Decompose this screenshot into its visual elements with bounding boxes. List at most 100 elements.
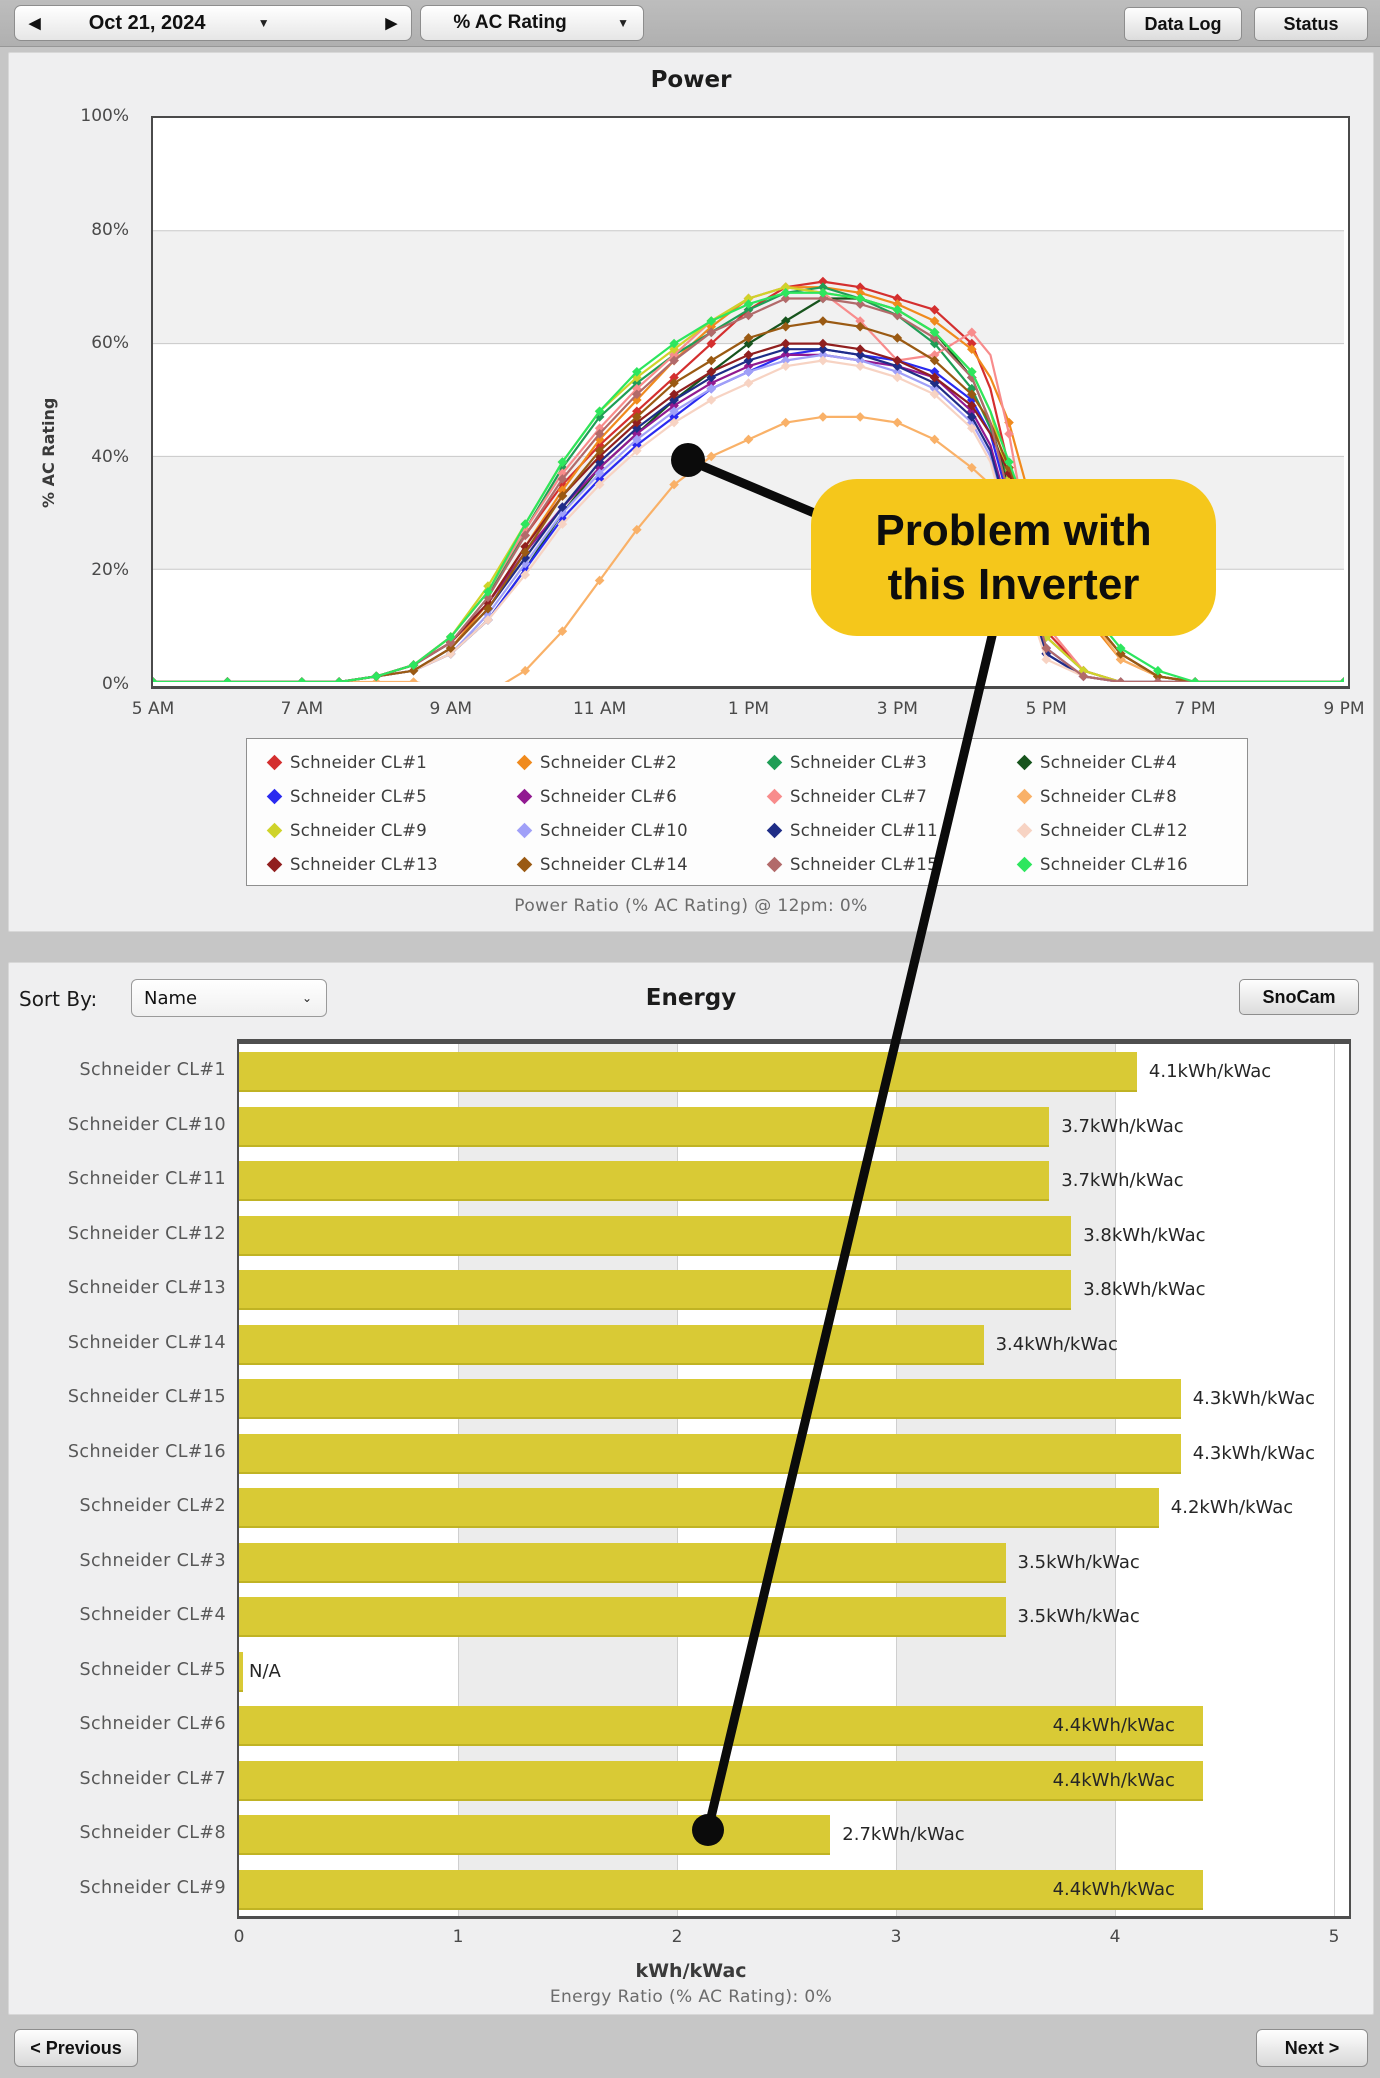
power-y-tick: 60% — [91, 333, 129, 354]
date-navigator: ◀ Oct 21, 2024 ▼ ▶ — [14, 5, 412, 41]
energy-row-label: Schneider CL#6 — [79, 1714, 226, 1734]
energy-x-tick: 0 — [233, 1927, 245, 1947]
energy-chart-panel: Sort By: Name ⌄ Energy SnoCam 4.1kWh/kWa… — [8, 962, 1374, 2015]
legend-item-schneider-cl-7: Schneider CL#7 — [766, 783, 928, 809]
legend-marker-icon — [1016, 822, 1033, 838]
legend-marker-icon — [266, 822, 283, 838]
legend-marker-icon — [766, 856, 783, 872]
power-x-tick: 7 AM — [280, 699, 324, 719]
legend-marker-icon — [266, 754, 283, 770]
energy-bar[interactable] — [239, 1161, 1050, 1201]
legend-item-schneider-cl-9: Schneider CL#9 — [266, 817, 428, 843]
power-x-tick: 9 PM — [1323, 699, 1365, 719]
problem-callout-line2: this Inverter — [887, 559, 1140, 609]
legend-item-schneider-cl-8: Schneider CL#8 — [1016, 783, 1178, 809]
legend-label: Schneider CL#16 — [1040, 854, 1188, 874]
metric-dropdown-caret-icon: ▼ — [617, 16, 629, 30]
sort-by-value: Name — [144, 987, 198, 1009]
legend-marker-icon — [266, 856, 283, 872]
legend-item-schneider-cl-5: Schneider CL#5 — [266, 783, 427, 809]
energy-plot-area: 4.1kWh/kWac 3.7kWh/kWac 3.7kWh/kWac 3.8kWh/… — [237, 1039, 1351, 1919]
legend-marker-icon — [766, 788, 783, 804]
snocam-button[interactable]: SnoCam — [1239, 979, 1359, 1015]
energy-bar-value: 3.5kWh/kWac — [1017, 1551, 1140, 1573]
legend-label: Schneider CL#10 — [540, 820, 688, 840]
energy-bar-value: 2.7kWh/kWac — [842, 1824, 965, 1845]
legend-marker-icon — [1016, 788, 1033, 804]
power-x-tick: 11 AM — [572, 699, 627, 719]
energy-row-label: Schneider CL#15 — [67, 1387, 226, 1407]
energy-bar[interactable] — [239, 1597, 1006, 1637]
legend-item-schneider-cl-15: Schneider CL#15 — [766, 851, 938, 877]
legend-label: Schneider CL#7 — [790, 786, 928, 806]
date-dropdown-caret-icon[interactable]: ▼ — [257, 16, 270, 30]
energy-bar[interactable] — [239, 1270, 1072, 1310]
energy-bar-value: 3.8kWh/kWac — [1083, 1224, 1206, 1246]
energy-bar-value: 4.3kWh/kWac — [1192, 1388, 1316, 1409]
power-x-tick: 9 AM — [429, 699, 473, 719]
energy-row-label: Schneider CL#9 — [79, 1877, 226, 1898]
power-y-tick: 0% — [102, 674, 129, 694]
legend-item-schneider-cl-4: Schneider CL#4 — [1016, 749, 1177, 775]
energy-bar[interactable] — [239, 1869, 1203, 1910]
energy-bar[interactable] — [239, 1488, 1159, 1528]
previous-day-arrow-icon[interactable]: ◀ — [29, 15, 41, 32]
legend-item-schneider-cl-16: Schneider CL#16 — [1016, 851, 1188, 877]
legend-label: Schneider CL#8 — [1040, 786, 1178, 806]
energy-bar-value: N/A — [249, 1660, 281, 1682]
legend-item-schneider-cl-3: Schneider CL#3 — [766, 749, 927, 775]
legend-label: Schneider CL#12 — [1040, 820, 1188, 840]
energy-row-label: Schneider CL#12 — [67, 1223, 226, 1244]
power-y-tick: 20% — [91, 560, 129, 581]
energy-row-label: Schneider CL#11 — [67, 1169, 226, 1189]
energy-bar[interactable] — [239, 1215, 1072, 1256]
legend-item-schneider-cl-10: Schneider CL#10 — [516, 817, 688, 843]
power-x-tick: 7 PM — [1174, 699, 1216, 719]
energy-row-label: Schneider CL#4 — [79, 1605, 226, 1625]
energy-bar[interactable] — [239, 1433, 1181, 1474]
energy-bar[interactable] — [239, 1324, 984, 1365]
energy-chart-title: Energy — [645, 985, 737, 1011]
energy-bar[interactable] — [239, 1106, 1050, 1147]
energy-bar-value: 3.5kWh/kWac — [1017, 1606, 1140, 1627]
energy-bar[interactable] — [239, 1379, 1181, 1419]
energy-bar[interactable] — [239, 1052, 1137, 1092]
energy-bar[interactable] — [239, 1651, 243, 1692]
power-chart-title: Power — [650, 67, 732, 93]
energy-row-label: Schneider CL#3 — [79, 1550, 226, 1571]
energy-bar[interactable] — [239, 1815, 831, 1855]
next-button[interactable]: Next > — [1256, 2029, 1368, 2067]
date-label[interactable]: Oct 21, 2024 — [88, 11, 206, 34]
legend-marker-icon — [1016, 754, 1033, 770]
energy-bar-value: 3.7kWh/kWac — [1061, 1115, 1184, 1137]
energy-bar-value: 3.4kWh/kWac — [995, 1333, 1118, 1355]
legend-label: Schneider CL#9 — [290, 820, 428, 840]
sort-by-caret-icon: ⌄ — [301, 991, 312, 1005]
legend-item-schneider-cl-6: Schneider CL#6 — [516, 783, 678, 809]
legend-marker-icon — [266, 788, 283, 804]
problem-callout-line1: Problem with — [875, 505, 1152, 555]
power-y-tick: 100% — [80, 106, 129, 126]
status-button[interactable]: Status — [1254, 7, 1368, 41]
power-caption: Power Ratio (% AC Rating) @ 12pm: 0% — [514, 896, 868, 916]
energy-row-label: Schneider CL#10 — [67, 1114, 226, 1135]
energy-row-label: Schneider CL#1 — [79, 1060, 226, 1080]
energy-bar-value: 4.3kWh/kWac — [1192, 1442, 1316, 1464]
legend-label: Schneider CL#14 — [540, 854, 688, 874]
legend-marker-icon — [516, 788, 533, 804]
power-x-tick: 1 PM — [727, 699, 770, 719]
energy-bar-value: 4.4kWh/kWac — [1052, 1769, 1175, 1791]
data-log-button[interactable]: Data Log — [1124, 7, 1242, 41]
legend-label: Schneider CL#6 — [540, 786, 678, 806]
legend-marker-icon — [1016, 856, 1033, 872]
metric-selector[interactable]: % AC Rating ▼ — [420, 5, 644, 41]
energy-row-label: Schneider CL#13 — [67, 1278, 226, 1298]
energy-bar[interactable] — [239, 1542, 1006, 1583]
energy-x-tick: 3 — [890, 1927, 902, 1947]
previous-button[interactable]: < Previous — [14, 2029, 138, 2067]
next-day-arrow-icon[interactable]: ▶ — [385, 15, 397, 32]
power-y-tick: 40% — [91, 446, 129, 467]
sort-by-select[interactable]: Name ⌄ — [131, 979, 327, 1017]
energy-bar-value: 4.1kWh/kWac — [1148, 1061, 1272, 1082]
legend-label: Schneider CL#1 — [290, 752, 428, 772]
